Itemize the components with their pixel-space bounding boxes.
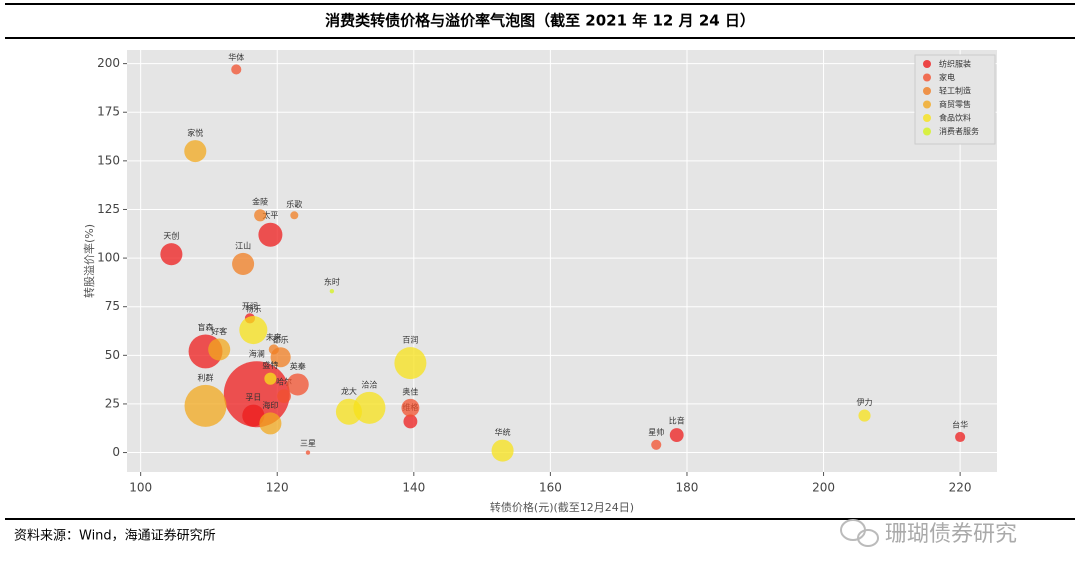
x-tick-label: 120 (266, 481, 289, 495)
legend-label: 食品饮料 (939, 113, 971, 123)
y-tick-label: 200 (97, 56, 120, 70)
y-tick-label: 0 (112, 445, 120, 459)
legend-label: 消费者服务 (939, 126, 979, 136)
bubble (277, 389, 291, 404)
bubble-label: 畅乐 (245, 304, 261, 314)
bubble-label: 英秦 (290, 361, 306, 371)
bubble-label: 盛特 (262, 360, 278, 370)
legend-marker (923, 114, 931, 122)
bubble-label: 太平 (262, 210, 278, 220)
x-tick-label: 140 (402, 481, 425, 495)
bubble-label: 盲森 (198, 322, 214, 332)
bubble-label: 东时 (324, 276, 340, 286)
bubble (403, 414, 418, 429)
bubble-label: 金陵 (252, 197, 268, 207)
bubble-label: 台华 (952, 419, 968, 429)
bubble (651, 439, 662, 450)
bubble (231, 64, 242, 75)
bubble (353, 391, 386, 424)
x-tick-label: 220 (949, 481, 972, 495)
legend-label: 家电 (939, 72, 955, 82)
legend-marker (923, 100, 931, 109)
bubble (491, 439, 514, 462)
bubble-label: 华体 (228, 52, 244, 62)
source: 资料来源：Wind，海通证券研究所 (14, 528, 216, 544)
bubble-label: 洽洽 (361, 379, 377, 389)
y-tick-label: 150 (97, 153, 120, 167)
bubble-label: 华统 (495, 427, 511, 437)
legend-label: 轻工制造 (939, 86, 971, 96)
bubble-label: 天创 (163, 231, 179, 241)
y-tick-label: 25 (105, 396, 120, 410)
bubble (329, 288, 335, 294)
bubble (239, 316, 268, 345)
legend-marker (923, 60, 931, 68)
legend-marker (923, 73, 931, 82)
bubble-label: 伊力 (857, 397, 873, 407)
bubble (184, 140, 207, 163)
bubble (264, 372, 277, 385)
bubble (259, 412, 282, 435)
chart-title: 消费类转债价格与溢价率气泡图（截至 2021 年 12 月 24 日） (325, 12, 755, 30)
bubble-label: 三星 (300, 439, 316, 448)
bubble-label: 孚日 (245, 392, 261, 402)
bubble-label: 百润 (402, 335, 418, 345)
bubble-label: 乐歌 (286, 199, 302, 209)
bubble (858, 409, 871, 422)
y-axis-label: 转股溢价率(%) (82, 224, 96, 298)
bubble-label: 江山 (235, 240, 251, 250)
bubble-label: 家悦 (187, 128, 203, 138)
bubble-label: 哈尔 (276, 377, 292, 387)
bubble-label: 未来 (266, 332, 282, 342)
watermark: 珊瑚债券研究 (885, 522, 1017, 547)
y-tick-label: 100 (97, 251, 120, 265)
bubble (401, 398, 420, 417)
x-tick-label: 160 (539, 481, 562, 495)
bubble-label: 奥佳 (402, 386, 418, 396)
bubble (160, 243, 183, 266)
y-tick-label: 175 (97, 105, 120, 119)
bubble (305, 450, 311, 455)
legend-marker (923, 127, 931, 136)
bubble-label: 好客 (211, 326, 227, 336)
bubble (184, 384, 227, 427)
x-tick-label: 200 (812, 481, 835, 495)
watermark-icon (840, 519, 879, 547)
legend-marker (923, 87, 931, 95)
bubble (242, 404, 265, 427)
bubble (290, 211, 299, 220)
legend-label: 商贸零售 (939, 99, 971, 109)
x-tick-label: 100 (129, 481, 152, 495)
bubble-label: 星帅 (648, 427, 664, 437)
y-tick-label: 50 (105, 348, 120, 362)
bubble (270, 347, 291, 368)
bubble (258, 222, 283, 247)
x-tick-label: 180 (676, 481, 699, 495)
y-tick-label: 75 (105, 299, 120, 313)
bubble (208, 338, 231, 361)
bubble (286, 373, 309, 396)
bubble-label: 开润 (242, 301, 258, 311)
y-tick-label: 125 (97, 202, 120, 216)
x-axis-label: 转债价格(元)(截至12月24日) (490, 500, 634, 514)
bubble (955, 431, 966, 443)
bubble (669, 428, 684, 442)
bubble-label: 比音 (669, 416, 685, 426)
bubble-label: 龙大 (341, 386, 357, 396)
bubble (394, 347, 427, 380)
bubble-label: 都乐 (273, 335, 289, 345)
legend-label: 纺织服装 (939, 59, 971, 69)
bubble (232, 252, 255, 275)
bubble-label: 海印 (262, 400, 278, 410)
bubble (254, 209, 267, 222)
bubble-label: 利群 (198, 372, 214, 382)
bubble-label: 海澜 (249, 349, 265, 359)
